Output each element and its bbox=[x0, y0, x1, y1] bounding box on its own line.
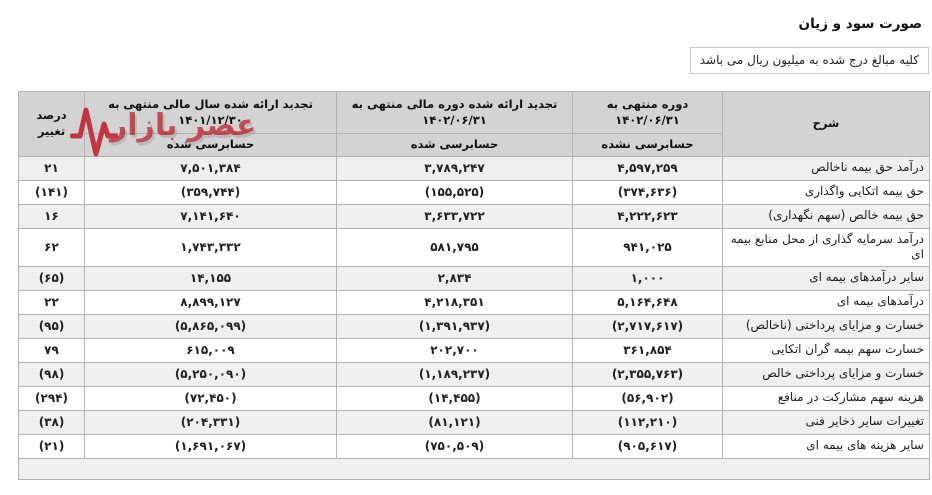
income-statement-table: شرح دوره منتهی به ۱۴۰۲/۰۶/۳۱ تجدید ارائه… bbox=[18, 91, 930, 480]
value-current-period: ۱,۰۰۰ bbox=[572, 265, 723, 291]
percent-change: ۶۲ bbox=[18, 227, 85, 267]
value-restated-year: (۷۲,۴۵۰) bbox=[84, 385, 337, 411]
value-current-period: (۹۰۵,۶۱۷) bbox=[572, 433, 723, 459]
value-current-period: ۵,۱۶۴,۶۴۸ bbox=[572, 289, 723, 315]
value-current-period: ۴,۵۹۷,۲۵۹ bbox=[572, 155, 723, 181]
value-restated-year: (۵,۸۶۵,۰۹۹) bbox=[84, 313, 337, 339]
col-header-description: شرح bbox=[722, 91, 930, 157]
percent-change: (۶۵) bbox=[18, 265, 85, 291]
row-description: خسارت و مزایای پرداختی (ناخالص) bbox=[722, 313, 930, 339]
value-restated-year: ۱,۷۴۳,۳۳۲ bbox=[84, 227, 337, 267]
unit-note-box: کلیه مبالغ درج شده به میلیون ریال می باش… bbox=[689, 47, 929, 74]
header-row-dates: شرح دوره منتهی به ۱۴۰۲/۰۶/۳۱ تجدید ارائه… bbox=[18, 91, 930, 157]
value-restated-year: ۸,۸۹۹,۱۲۷ bbox=[84, 289, 337, 315]
value-current-period: (۵۶,۹۰۲) bbox=[572, 385, 723, 411]
value-restated-year: ۷,۱۴۱,۶۴۰ bbox=[84, 203, 337, 229]
percent-change: ۲۲ bbox=[18, 289, 85, 315]
value-restated-period: (۱,۱۸۹,۲۳۷) bbox=[336, 361, 573, 387]
value-restated-period: ۵۸۱,۷۹۵ bbox=[336, 227, 573, 267]
value-restated-period: ۳,۶۳۳,۷۲۲ bbox=[336, 203, 573, 229]
page-title: صورت سود و زیان bbox=[798, 16, 922, 32]
value-current-period: (۲,۳۵۵,۷۶۳) bbox=[572, 361, 723, 387]
percent-change: (۳۸) bbox=[18, 409, 85, 435]
percent-header-line2: تغییر bbox=[37, 123, 66, 138]
value-current-period: (۲,۷۱۷,۶۱۷) bbox=[572, 313, 723, 339]
percent-change: (۲۱) bbox=[18, 433, 85, 459]
table-row: درآمد حق بیمه ناخالص ۴,۵۹۷,۲۵۹ ۳,۷۸۹,۲۴۷… bbox=[18, 155, 930, 181]
row-description: حق بیمه اتکایی واگذاری bbox=[722, 179, 930, 205]
table-container: شرح دوره منتهی به ۱۴۰۲/۰۶/۳۱ تجدید ارائه… bbox=[18, 91, 930, 480]
row-description: هزینه سهم مشارکت در منافع bbox=[722, 385, 930, 411]
audit-status-restated-period: حسابرسی شده bbox=[336, 133, 573, 157]
percent-header-line1: درصد bbox=[36, 108, 67, 123]
table-row: خسارت و مزایای پرداختی خالص (۲,۳۵۵,۷۶۳) … bbox=[18, 361, 930, 387]
table-row: حق بیمه اتکایی واگذاری (۳۷۴,۶۳۶) (۱۵۵,۵۲… bbox=[18, 179, 930, 205]
value-current-period: (۳۷۴,۶۳۶) bbox=[572, 179, 723, 205]
col-header-current-period: دوره منتهی به ۱۴۰۲/۰۶/۳۱ bbox=[572, 91, 723, 134]
row-description: سایر هزینه های بیمه ای bbox=[722, 433, 930, 459]
value-restated-period: ۲,۸۳۴ bbox=[336, 265, 573, 291]
table-row: هزینه سهم مشارکت در منافع (۵۶,۹۰۲) (۱۴,۴… bbox=[18, 385, 930, 411]
col-header-percent-change: درصد تغییر bbox=[18, 91, 85, 157]
percent-change: (۲۹۴) bbox=[18, 385, 85, 411]
row-description: خسارت سهم بیمه گران اتکایی bbox=[722, 337, 930, 363]
col-header-restated-period: تجدید ارائه شده دوره مالی منتهی به ۱۴۰۲/… bbox=[336, 91, 573, 134]
value-restated-year: (۲۰۴,۳۳۱) bbox=[84, 409, 337, 435]
col-header-restated-year: تجدید ارائه شده سال مالی منتهی به ۱۴۰۱/۱… bbox=[84, 91, 337, 134]
value-restated-year: (۳۵۹,۷۴۴) bbox=[84, 179, 337, 205]
table-row: حق بیمه خالص (سهم نگهداری) ۴,۲۲۲,۶۲۳ ۳,۶… bbox=[18, 203, 930, 229]
value-restated-year: (۱,۶۹۱,۰۶۷) bbox=[84, 433, 337, 459]
value-restated-period: (۸۱,۱۲۱) bbox=[336, 409, 573, 435]
table-row: درآمدهای بیمه ای ۵,۱۶۴,۶۴۸ ۴,۲۱۸,۳۵۱ ۸,۸… bbox=[18, 289, 930, 315]
value-restated-period: (۱,۳۹۱,۹۳۷) bbox=[336, 313, 573, 339]
table-row: خسارت و مزایای پرداختی (ناخالص) (۲,۷۱۷,۶… bbox=[18, 313, 930, 339]
value-current-period: (۱۱۲,۲۱۰) bbox=[572, 409, 723, 435]
unit-note-text: کلیه مبالغ درج شده به میلیون ریال می باش… bbox=[699, 53, 919, 67]
table-row: درآمد سرمایه گذاری از محل منابع بیمه ای … bbox=[18, 227, 930, 267]
percent-change: (۹۵) bbox=[18, 313, 85, 339]
percent-change: (۹۸) bbox=[18, 361, 85, 387]
row-description: حق بیمه خالص (سهم نگهداری) bbox=[722, 203, 930, 229]
percent-change: ۱۶ bbox=[18, 203, 85, 229]
value-restated-year: ۷,۵۰۱,۳۸۴ bbox=[84, 155, 337, 181]
row-description: خسارت و مزایای پرداختی خالص bbox=[722, 361, 930, 387]
table-row-empty bbox=[18, 457, 930, 480]
percent-change: ۲۱ bbox=[18, 155, 85, 181]
table-row: خسارت سهم بیمه گران اتکایی ۳۶۱,۸۵۴ ۲۰۲,۷… bbox=[18, 337, 930, 363]
audit-status-restated-year: حسابرسی شده bbox=[84, 133, 337, 157]
percent-change: ۷۹ bbox=[18, 337, 85, 363]
empty-cell bbox=[18, 457, 930, 480]
table-row: سایر هزینه های بیمه ای (۹۰۵,۶۱۷) (۷۵۰,۵۰… bbox=[18, 433, 930, 459]
value-restated-period: (۷۵۰,۵۰۹) bbox=[336, 433, 573, 459]
percent-change: (۱۴۱) bbox=[18, 179, 85, 205]
audit-status-current-period: حسابرسی نشده bbox=[572, 133, 723, 157]
value-restated-period: (۱۴,۴۵۵) bbox=[336, 385, 573, 411]
table-row: سایر درآمدهای بیمه ای ۱,۰۰۰ ۲,۸۳۴ ۱۴,۱۵۵… bbox=[18, 265, 930, 291]
value-current-period: ۳۶۱,۸۵۴ bbox=[572, 337, 723, 363]
value-current-period: ۹۴۱,۰۲۵ bbox=[572, 227, 723, 267]
row-description: درآمد سرمایه گذاری از محل منابع بیمه ای bbox=[722, 227, 930, 267]
value-restated-period: ۴,۲۱۸,۳۵۱ bbox=[336, 289, 573, 315]
row-description: سایر درآمدهای بیمه ای bbox=[722, 265, 930, 291]
value-restated-period: ۲۰۲,۷۰۰ bbox=[336, 337, 573, 363]
value-restated-period: (۱۵۵,۵۲۵) bbox=[336, 179, 573, 205]
value-current-period: ۴,۲۲۲,۶۲۳ bbox=[572, 203, 723, 229]
row-description: درآمدهای بیمه ای bbox=[722, 289, 930, 315]
header-row-audit-status: حسابرسی نشده حسابرسی شده حسابرسی شده bbox=[19, 133, 930, 157]
row-description: تغییرات سایر ذخایر فنی bbox=[722, 409, 930, 435]
value-restated-year: ۶۱۵,۰۰۹ bbox=[84, 337, 337, 363]
row-description: درآمد حق بیمه ناخالص bbox=[722, 155, 930, 181]
note-row: کلیه مبالغ درج شده به میلیون ریال می باش… bbox=[0, 32, 932, 74]
value-restated-period: ۳,۷۸۹,۲۴۷ bbox=[336, 155, 573, 181]
value-restated-year: (۵,۲۵۰,۰۹۰) bbox=[84, 361, 337, 387]
value-restated-year: ۱۴,۱۵۵ bbox=[84, 265, 337, 291]
table-row: تغییرات سایر ذخایر فنی (۱۱۲,۲۱۰) (۸۱,۱۲۱… bbox=[18, 409, 930, 435]
